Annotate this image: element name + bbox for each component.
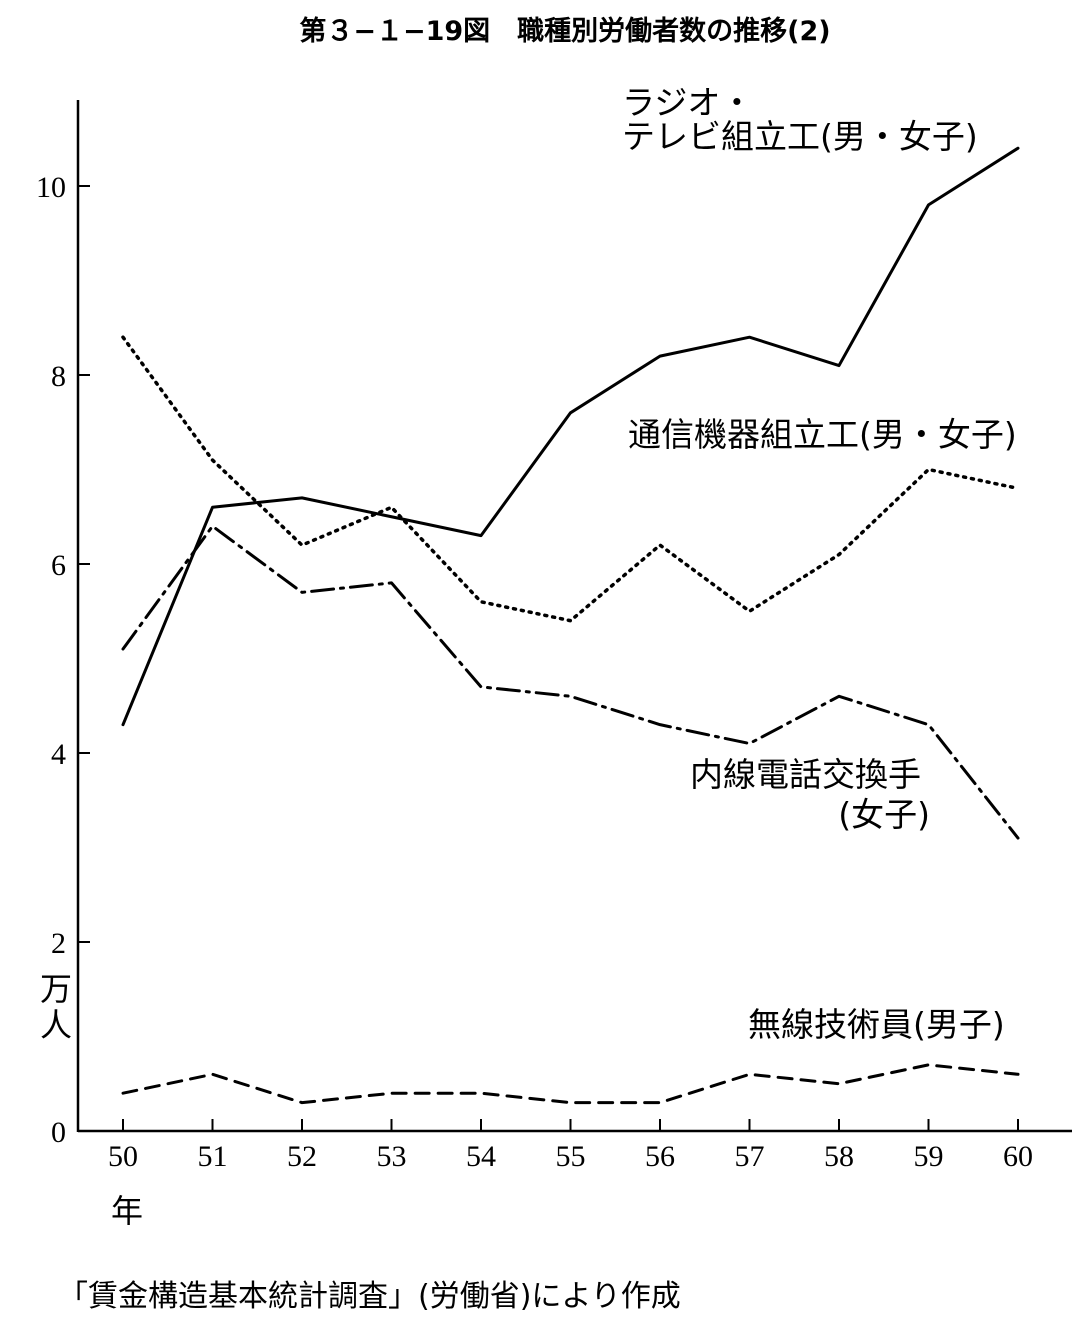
x-tick-label: 56 <box>645 1140 675 1173</box>
series-line-4 <box>121 1063 1020 1105</box>
series-line-1 <box>121 146 1020 727</box>
x-tick-label: 57 <box>735 1140 765 1173</box>
series-label-2: 通信機器組立工(男・女子) <box>628 415 1017 454</box>
y-tick-label: 10 <box>36 171 66 204</box>
x-tick-label: 52 <box>287 1140 317 1173</box>
series-label-1: ラジオ・ <box>622 83 753 122</box>
series-label-3: (女子) <box>838 795 930 834</box>
x-tick-label: 58 <box>824 1140 854 1173</box>
series-label-1: テレビ組立工(男・女子) <box>622 117 978 156</box>
series-labels: ラジオ・テレビ組立工(男・女子) 通信機器組立工(男・女子) 内線電話交換手(女子)… <box>622 83 1017 1044</box>
y-axis-label: 万人 <box>40 970 72 1044</box>
y-ticks: 0 2 4 6 8 10 <box>36 171 90 1149</box>
x-tick-label: 59 <box>914 1140 944 1173</box>
x-tick-label: 55 <box>556 1140 586 1173</box>
x-tick-label: 50 <box>108 1140 138 1173</box>
series-lines <box>121 146 1020 1105</box>
x-tick-label: 54 <box>466 1140 496 1173</box>
series-line-3 <box>121 524 1020 840</box>
series-line-2 <box>121 335 1020 623</box>
y-tick-label: 2 <box>51 927 66 960</box>
y-tick-label: 0 <box>51 1116 66 1149</box>
y-tick-label: 8 <box>51 360 66 393</box>
x-tick-label: 60 <box>1003 1140 1033 1173</box>
y-tick-label: 4 <box>51 738 66 771</box>
x-tick-label: 53 <box>377 1140 407 1173</box>
source-note: 「賃金構造基本統計調査」(労働省)により作成 <box>58 1279 681 1314</box>
x-ticks: 50 51 52 53 54 55 56 57 58 59 60 <box>108 1119 1033 1173</box>
chart-title: 第３−１−19図 職種別労働者数の推移(2) <box>299 15 830 47</box>
series-label-4: 無線技術員(男子) <box>748 1005 1005 1044</box>
x-tick-label: 51 <box>198 1140 228 1173</box>
y-tick-label: 6 <box>51 549 66 582</box>
x-axis-label: 年 <box>111 1192 143 1230</box>
series-label-3: 内線電話交換手 <box>690 755 921 794</box>
